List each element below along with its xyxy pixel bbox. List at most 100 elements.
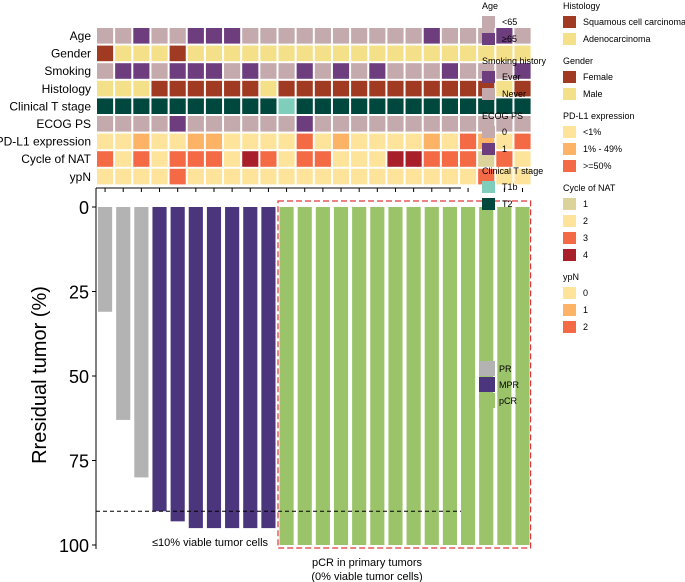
heatmap-cell [115,151,132,167]
legend-swatch [482,71,495,83]
heatmap-row-labels: Age Gender Smoking Histology Clinical T stag… [0,29,92,184]
legend-swatch [563,16,576,28]
heatmap-cell [387,63,404,79]
heatmap-cell [133,133,150,150]
legend-swatch [563,287,576,299]
heatmap-cell [260,28,277,44]
legend-label: Male [583,89,603,99]
heatmap-cell [496,133,513,150]
pcr-annotation-line1: pCR in primary tumors [312,557,423,569]
heatmap-cell [224,116,241,132]
heatmap-cell [405,45,422,62]
heatmap-cell [151,98,168,114]
heatmap-cell [115,116,132,132]
heatmap-cell [296,168,313,185]
heatmap-cell [242,98,259,114]
bar [442,207,457,545]
heatmap-cell [242,168,259,185]
bar [279,207,294,545]
heatmap-cell [514,45,531,62]
heatmap-cell [97,98,114,114]
heatmap-cell [224,45,241,62]
heatmap-cell [405,28,422,44]
legend-label: <65 [502,17,517,27]
heatmap-cell [205,168,223,185]
heatmap-cell [369,98,386,114]
legend-label: 2 [583,216,588,226]
heatmap-cell [351,80,368,97]
heatmap-cell [260,45,277,62]
bar [225,207,240,529]
heatmap-cell [387,45,404,62]
heatmap-cell [187,133,204,150]
heatmap-cell [496,168,513,185]
legend-label: 1 [583,305,588,315]
heatmap-cell [423,151,440,167]
heatmap-cell [187,168,204,185]
bar [188,207,203,529]
heatmap-cell [169,116,186,132]
row-label: Histology [42,82,91,96]
heatmap-cell [242,45,259,62]
heatmap-cell [441,80,458,97]
heatmap-cell [296,98,313,114]
heatmap-cell [115,133,132,150]
heatmap-cell [115,80,132,97]
heatmap-cell [387,133,404,150]
heatmap-cell [205,63,223,79]
heatmap-cell [260,80,277,97]
heatmap-cell [97,168,114,185]
legend-title: Smoking history [482,56,547,66]
heatmap-cell [187,80,204,97]
heatmap-cell [351,98,368,114]
heatmap-cell [460,133,477,150]
heatmap-cell [224,168,241,185]
heatmap-cell [151,80,168,97]
legend-swatch [563,232,576,244]
heatmap-cell [314,151,331,167]
heatmap-cell [169,151,186,167]
heatmap-cell [205,133,223,150]
heatmap-cell [97,151,114,167]
heatmap-cell [242,133,259,150]
heatmap-cell [369,133,386,150]
heatmap-cell [441,28,458,44]
heatmap-cell [278,116,295,132]
heatmap-cell [115,63,132,79]
heatmap-cell [387,116,404,132]
legend-title: ECOG PS [482,111,523,121]
heatmap-cell [369,151,386,167]
heatmap-cell [332,98,350,114]
heatmap-cell [260,168,277,185]
heatmap-cell [369,168,386,185]
heatmap-cell [296,116,313,132]
y-tick-label: 25 [69,283,89,303]
heatmap-cell [351,151,368,167]
legend-swatch [479,377,495,392]
heatmap-cell [115,45,132,62]
heatmap-cell [460,80,477,97]
heatmap-cell [369,63,386,79]
heatmap-cell [369,28,386,44]
bar [134,207,149,478]
heatmap-cell [387,151,404,167]
row-label: Gender [51,47,91,61]
heatmap-cell [423,98,440,114]
heatmap-cell [405,168,422,185]
heatmap-cell [478,168,495,185]
heatmap-cell [478,45,495,62]
row-label: Clinical T stage [9,99,91,113]
heatmap-cell [441,45,458,62]
heatmap-cell [169,133,186,150]
y-axis-title: Rresidual tumor (%) [29,286,51,464]
legend-label: 0 [583,288,588,298]
heatmap-cell [260,151,277,167]
heatmap-cell [423,116,440,132]
heatmap-cell [169,63,186,79]
heatmap-cell [296,80,313,97]
heatmap-cell [369,116,386,132]
legend-swatch [563,33,576,45]
heatmap-cell [205,80,223,97]
legend-swatch [482,143,495,155]
bar [116,207,131,420]
